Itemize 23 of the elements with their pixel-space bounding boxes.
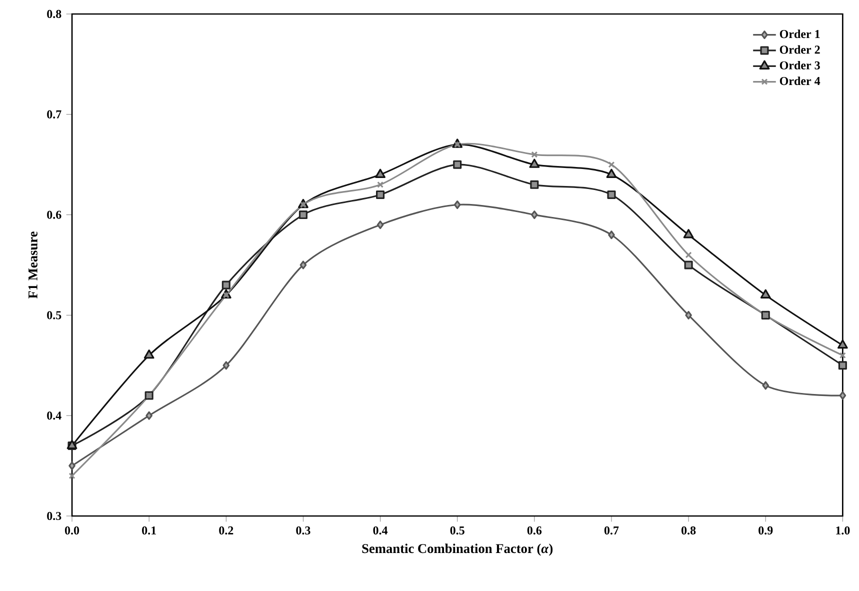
x-tick-label: 0.4	[373, 526, 388, 535]
x-tick-label: 0.1	[142, 526, 156, 535]
x-tick-label: 0.2	[219, 526, 234, 535]
legend-label: Order 3	[780, 60, 820, 70]
y-tick-label: 0.5	[47, 311, 62, 320]
y-tick-label: 0.8	[47, 10, 62, 18]
x-tick-label: 0.5	[450, 526, 464, 535]
y-tick-label: 0.6	[47, 210, 62, 219]
x-tick-label: 1.0	[836, 526, 850, 535]
x-axis-title: Semantic Combination Factor (α)	[362, 544, 553, 556]
legend-label: Order 4	[780, 76, 820, 86]
y-tick-label: 0.7	[47, 110, 62, 118]
y-tick-label: 0.4	[47, 412, 62, 420]
x-tick-label: 0.3	[296, 526, 310, 535]
x-tick-label: 0.8	[682, 526, 696, 535]
legend-label: Order 2	[780, 45, 820, 54]
x-tick-label: 0.0	[64, 526, 80, 535]
y-axis-title: F1 Measure	[28, 232, 38, 299]
y-tick-label: 0.3	[47, 512, 62, 520]
x-tick-label: 0.6	[527, 526, 542, 535]
x-tick-label: 0.9	[758, 526, 773, 535]
legend-label: Order 1	[780, 30, 820, 38]
x-tick-label: 0.7	[604, 526, 619, 535]
